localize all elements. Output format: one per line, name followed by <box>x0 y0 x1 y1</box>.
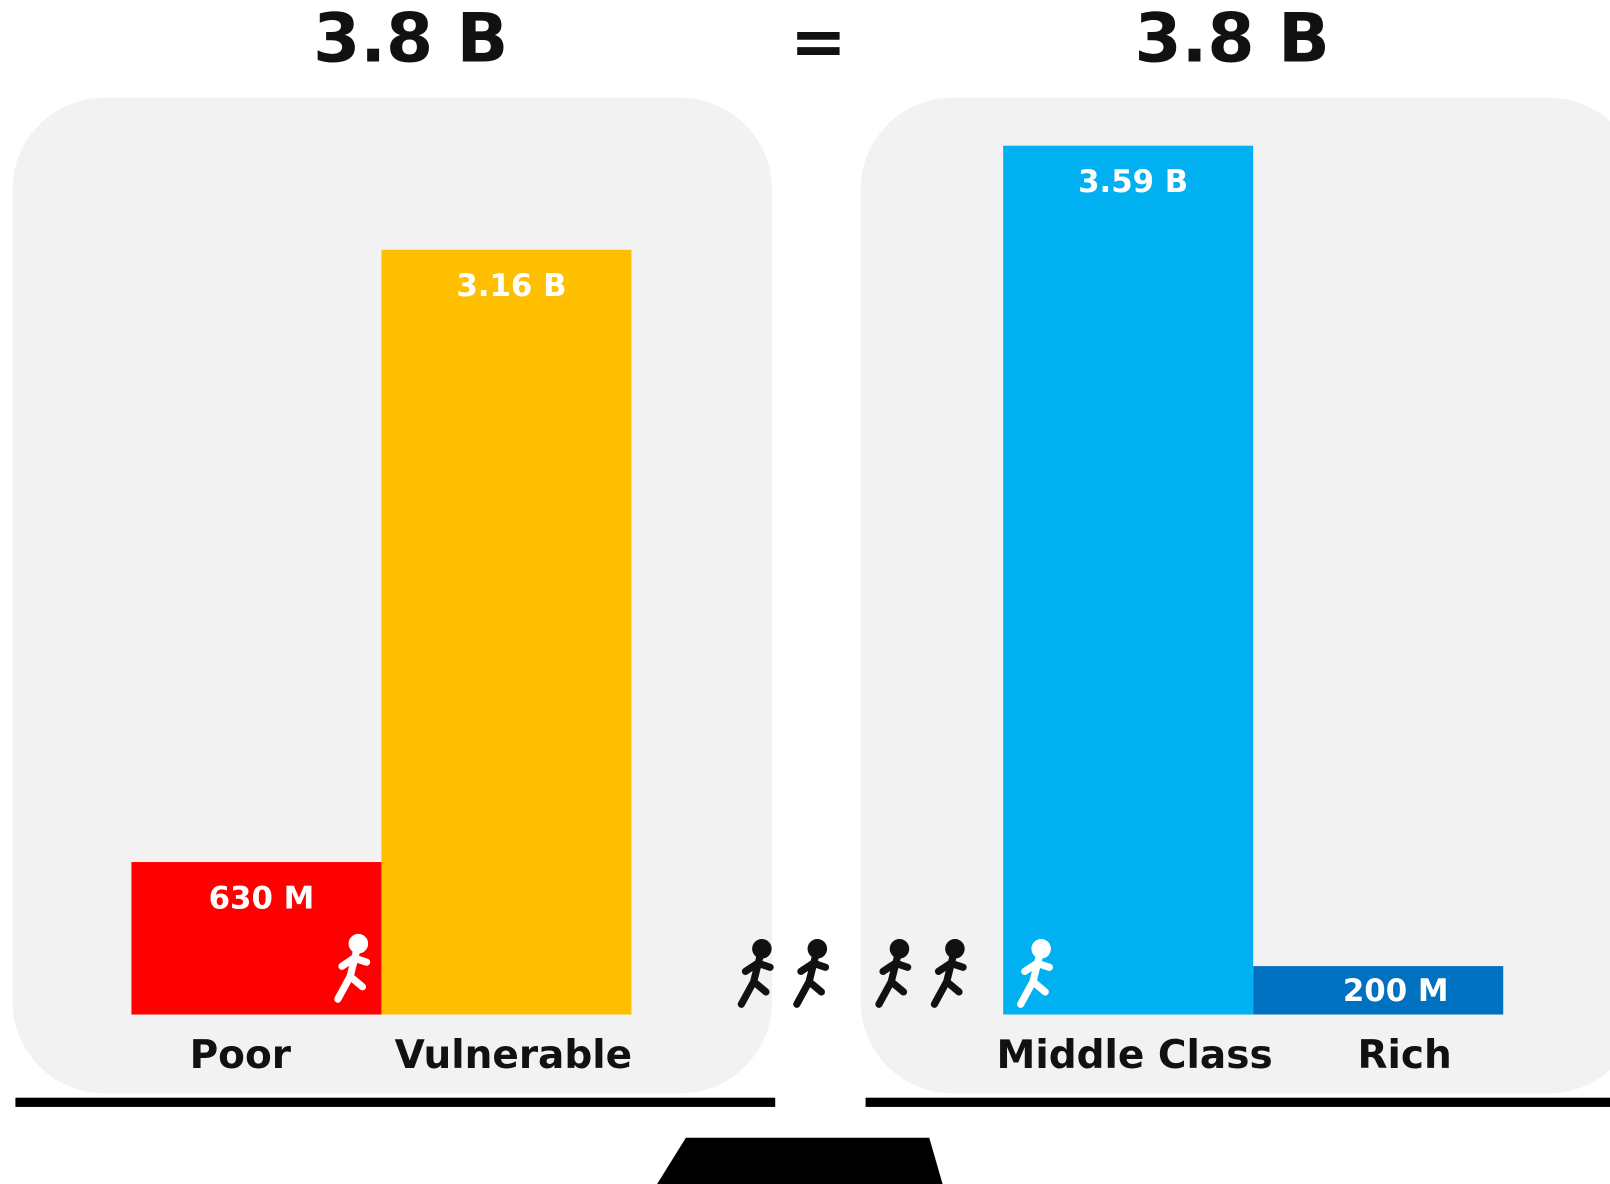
value-label: 630 M <box>209 881 315 917</box>
runner-icons <box>737 939 967 1008</box>
runner-icon <box>737 939 774 1008</box>
runner-icon <box>875 939 912 1008</box>
scale-beam <box>865 1097 1610 1107</box>
runner-icon <box>1017 939 1053 1008</box>
value-label: 3.16 B <box>456 268 566 304</box>
equals-sign: = <box>790 2 847 81</box>
runner-icon <box>334 933 371 1003</box>
value-label: 3.59 B <box>1078 164 1188 200</box>
runner-body <box>1017 953 1053 1008</box>
chart-title: 3.8 B <box>1135 0 1330 78</box>
runner-icon <box>793 939 830 1008</box>
chart-title: 3.8 B <box>313 0 508 78</box>
bar <box>1253 966 1504 1015</box>
category-label: Vulnerable <box>395 1033 632 1078</box>
runner-head <box>348 933 369 954</box>
runner-head <box>1031 939 1051 959</box>
scale-base <box>657 1137 943 1184</box>
runner-body <box>334 948 371 1003</box>
runner-icon <box>930 939 967 1008</box>
category-label: Poor <box>190 1033 292 1078</box>
category-label: Middle Class <box>997 1033 1273 1078</box>
scale-beam <box>15 1097 776 1107</box>
bar <box>1003 145 1254 1015</box>
bar <box>381 249 632 1015</box>
category-label: Rich <box>1357 1033 1451 1078</box>
value-label: 200 M <box>1343 973 1449 1009</box>
